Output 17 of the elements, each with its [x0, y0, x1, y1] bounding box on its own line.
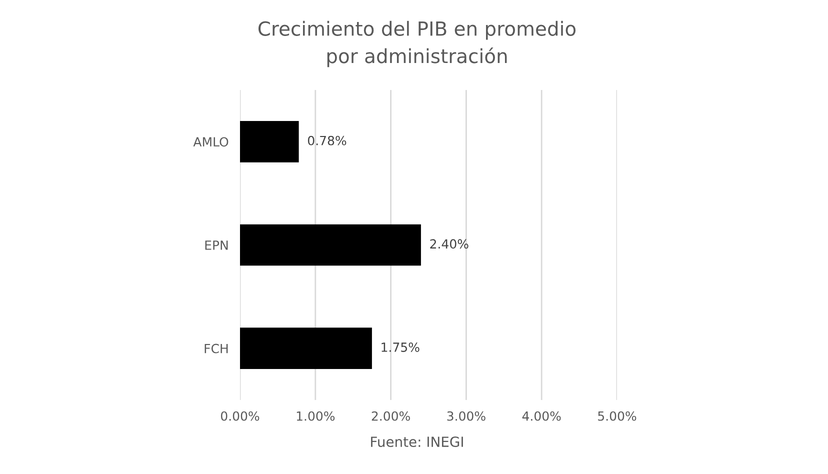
bar — [240, 328, 372, 369]
x-tick-label: 4.00% — [522, 411, 561, 421]
y-tick-label: EPN — [205, 240, 228, 250]
y-tick-label: AMLO — [193, 137, 228, 147]
data-label: 2.40% — [430, 239, 468, 249]
chart-title: Crecimiento del PIB en promedio por administración — [258, 20, 576, 68]
x-tick-label: 3.00% — [447, 411, 486, 421]
data-label: 0.78% — [308, 136, 346, 146]
data-label: 1.75% — [382, 342, 420, 352]
bar — [240, 224, 421, 266]
x-tick-label: 1.00% — [296, 411, 335, 421]
x-tick-label: 2.00% — [372, 411, 410, 421]
x-tick-label: 5.00% — [598, 411, 636, 421]
x-tick-label: 0.00% — [220, 411, 260, 421]
bar — [240, 121, 299, 162]
source-note: Fuente: INEGI — [371, 436, 463, 448]
y-tick-label: FCH — [204, 344, 228, 354]
